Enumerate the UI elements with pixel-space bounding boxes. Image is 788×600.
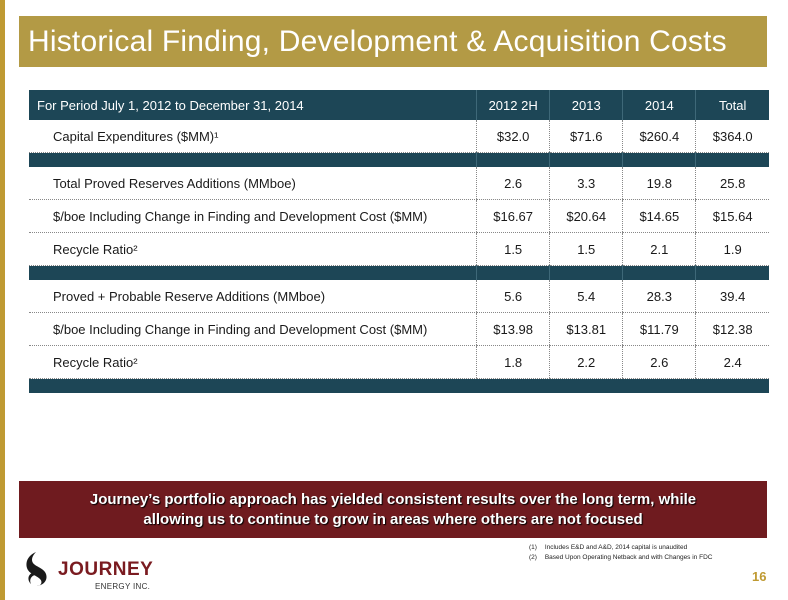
cell-value: 25.8 — [695, 167, 769, 200]
callout-line-2: allowing us to continue to grow in areas… — [143, 510, 643, 528]
cell-value: $11.79 — [622, 312, 696, 346]
cell-value: 1.5 — [549, 232, 623, 266]
table-row-capex: Capital Expenditures ($MM)¹ $32.0 $71.6 … — [29, 120, 769, 153]
row-label: Total Proved Reserves Additions (MMboe) — [29, 167, 477, 200]
cell-value: 3.3 — [549, 167, 623, 200]
footnote-text: Includes E&D and A&D, 2014 capital is un… — [544, 544, 688, 551]
cell-value: $364.0 — [695, 120, 769, 153]
footnotes: (1) Includes E&D and A&D, 2014 capital i… — [529, 543, 712, 563]
callout-banner: Journey’s portfolio approach has yielded… — [19, 481, 767, 538]
cell-value: 5.6 — [476, 280, 550, 313]
cell-value: 1.5 — [476, 232, 550, 266]
cell-value: 2.6 — [622, 345, 696, 379]
title-bar: Historical Finding, Development & Acquis… — [19, 16, 767, 67]
table-row-proved-fdc: $/boe Including Change in Finding and De… — [29, 199, 769, 233]
cell-value: $20.64 — [549, 199, 623, 233]
table-row-proved-recycle: Recycle Ratio² 1.5 1.5 2.1 1.9 — [29, 232, 769, 266]
cell-value: 1.8 — [476, 345, 550, 379]
cell-value: 2.4 — [695, 345, 769, 379]
footnote-text: Based Upon Operating Netback and with Ch… — [544, 554, 713, 561]
cell-value: $15.64 — [695, 199, 769, 233]
table-row-proved-additions: Total Proved Reserves Additions (MMboe) … — [29, 167, 769, 200]
column-header-total: Total — [695, 90, 769, 120]
logo-wordmark: JOURNEY — [58, 559, 154, 580]
row-label: Recycle Ratio² — [29, 232, 477, 266]
footnote-number: (1) — [529, 544, 537, 551]
cell-value: $71.6 — [549, 120, 623, 153]
callout-line-1: Journey’s portfolio approach has yielded… — [89, 490, 697, 508]
footnote-1: (1) Includes E&D and A&D, 2014 capital i… — [529, 543, 712, 553]
cell-value: 19.8 — [622, 167, 696, 200]
row-label: $/boe Including Change in Finding and De… — [29, 199, 477, 233]
left-accent-rule — [0, 0, 5, 600]
cell-value: $260.4 — [622, 120, 696, 153]
cell-value: $32.0 — [476, 120, 550, 153]
table-footer-bar — [29, 378, 769, 393]
cell-value: 1.9 — [695, 232, 769, 266]
page-number: 16 — [752, 569, 767, 584]
row-label: Recycle Ratio² — [29, 345, 477, 379]
cell-value: 2.6 — [476, 167, 550, 200]
table-row-2p-recycle: Recycle Ratio² 1.8 2.2 2.6 2.4 — [29, 345, 769, 379]
journey-logo: JOURNEY ENERGY INC. — [22, 551, 182, 596]
cell-value: $13.98 — [476, 312, 550, 346]
logo-subtitle: ENERGY INC. — [95, 582, 151, 591]
cell-value: $14.65 — [622, 199, 696, 233]
footnote-2: (2) Based Upon Operating Netback and wit… — [529, 553, 712, 563]
cell-value: $13.81 — [549, 312, 623, 346]
row-label: Proved + Probable Reserve Additions (MMb… — [29, 280, 477, 313]
cell-value: 2.1 — [622, 232, 696, 266]
section-separator — [29, 152, 769, 167]
cell-value: 5.4 — [549, 280, 623, 313]
row-label: Capital Expenditures ($MM)¹ — [29, 120, 477, 153]
table-row-2p-additions: Proved + Probable Reserve Additions (MMb… — [29, 280, 769, 313]
column-header-2013: 2013 — [549, 90, 623, 120]
page-title: Historical Finding, Development & Acquis… — [28, 24, 727, 58]
fdc-table: For Period July 1, 2012 to December 31, … — [29, 90, 769, 393]
table-header-row: For Period July 1, 2012 to December 31, … — [29, 90, 769, 120]
column-header-2014: 2014 — [622, 90, 696, 120]
section-separator — [29, 265, 769, 280]
footnote-number: (2) — [529, 554, 537, 561]
cell-value: 39.4 — [695, 280, 769, 313]
cell-value: $12.38 — [695, 312, 769, 346]
column-header-2012-2h: 2012 2H — [476, 90, 550, 120]
cell-value: 2.2 — [549, 345, 623, 379]
period-header: For Period July 1, 2012 to December 31, … — [29, 90, 477, 120]
table-row-2p-fdc: $/boe Including Change in Finding and De… — [29, 312, 769, 346]
row-label: $/boe Including Change in Finding and De… — [29, 312, 477, 346]
journey-logo-mark-icon — [26, 552, 47, 586]
cell-value: $16.67 — [476, 199, 550, 233]
cell-value: 28.3 — [622, 280, 696, 313]
